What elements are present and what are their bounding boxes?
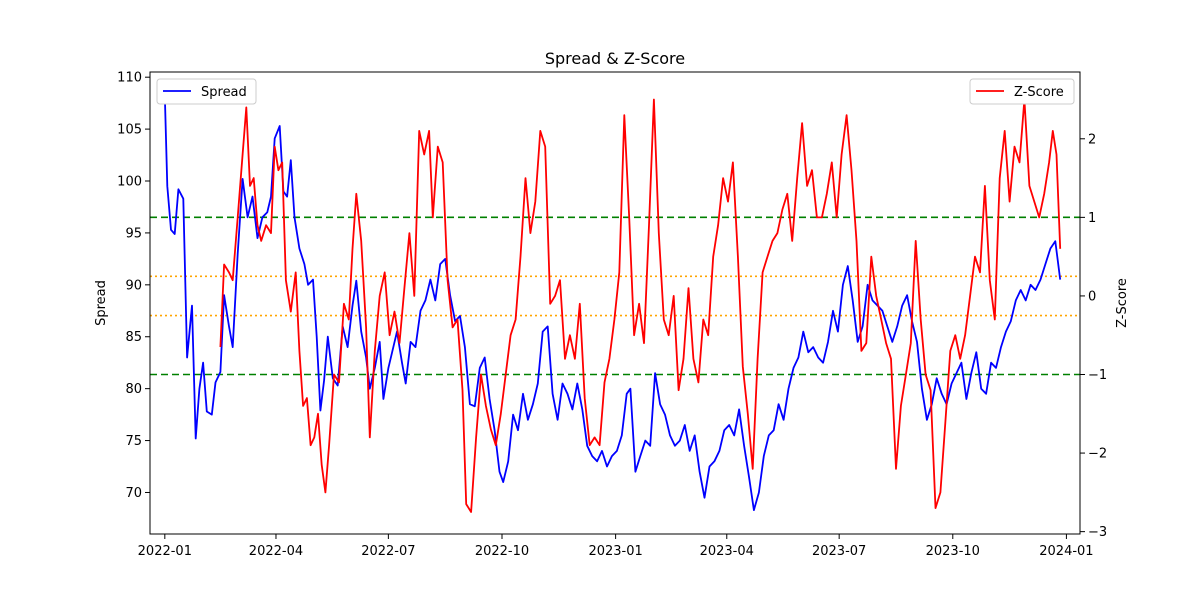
y-left-tick-label: 110 xyxy=(117,71,142,86)
y-axis-left: 70 75 80 85 90 95 100 105 110 xyxy=(117,71,150,501)
plot-frame xyxy=(149,71,1081,535)
x-tick-label: 2023-07 xyxy=(812,544,866,559)
y-right-tick-label: −3 xyxy=(1088,525,1107,540)
y-axis-right-label: Z-Score xyxy=(1115,278,1130,328)
y-left-tick-label: 100 xyxy=(117,175,142,190)
x-axis: 2022-01 2022-04 2022-07 2022-10 2023-01 2023-… xyxy=(138,534,1094,559)
y-left-tick-label: 95 xyxy=(125,226,142,241)
y-right-tick-label: 0 xyxy=(1088,289,1096,304)
y-right-tick-label: 1 xyxy=(1088,211,1096,226)
legend-spread-box xyxy=(156,78,257,105)
y-right-tick-label: 2 xyxy=(1088,132,1096,147)
x-tick-label: 2023-01 xyxy=(588,544,642,559)
x-tick-label: 2023-04 xyxy=(700,544,754,559)
y-left-tick-label: 70 xyxy=(125,486,142,501)
z-score-series-line xyxy=(219,98,1062,513)
y-left-tick-label: 75 xyxy=(125,434,142,449)
y-axis-right: −3 −2 −1 0 1 2 xyxy=(1080,132,1107,540)
series-layer xyxy=(163,94,1062,513)
x-tick-label: 2022-01 xyxy=(138,544,192,559)
legend-spread: Spread xyxy=(156,78,257,105)
legend-spread-label: Spread xyxy=(201,85,247,100)
x-tick-label: 2022-10 xyxy=(475,544,529,559)
x-tick-label: 2024-01 xyxy=(1039,544,1093,559)
x-tick-label: 2022-04 xyxy=(249,544,303,559)
y-left-tick-label: 105 xyxy=(117,123,142,138)
legend-zscore-box xyxy=(969,78,1075,105)
y-right-tick-label: −2 xyxy=(1088,447,1107,462)
spread-series-line xyxy=(163,94,1062,512)
legend-zscore: Z-Score xyxy=(969,78,1075,105)
y-left-tick-label: 90 xyxy=(125,278,142,293)
legend-zscore-label: Z-Score xyxy=(1014,85,1064,100)
y-left-tick-label: 80 xyxy=(125,382,142,397)
x-tick-label: 2023-10 xyxy=(926,544,980,559)
y-left-tick-label: 85 xyxy=(125,330,142,345)
y-axis-left-label: Spread xyxy=(94,280,109,326)
x-tick-label: 2022-07 xyxy=(361,544,415,559)
chart-title: Spread & Z-Score xyxy=(545,49,685,68)
y-right-tick-label: −1 xyxy=(1088,368,1107,383)
